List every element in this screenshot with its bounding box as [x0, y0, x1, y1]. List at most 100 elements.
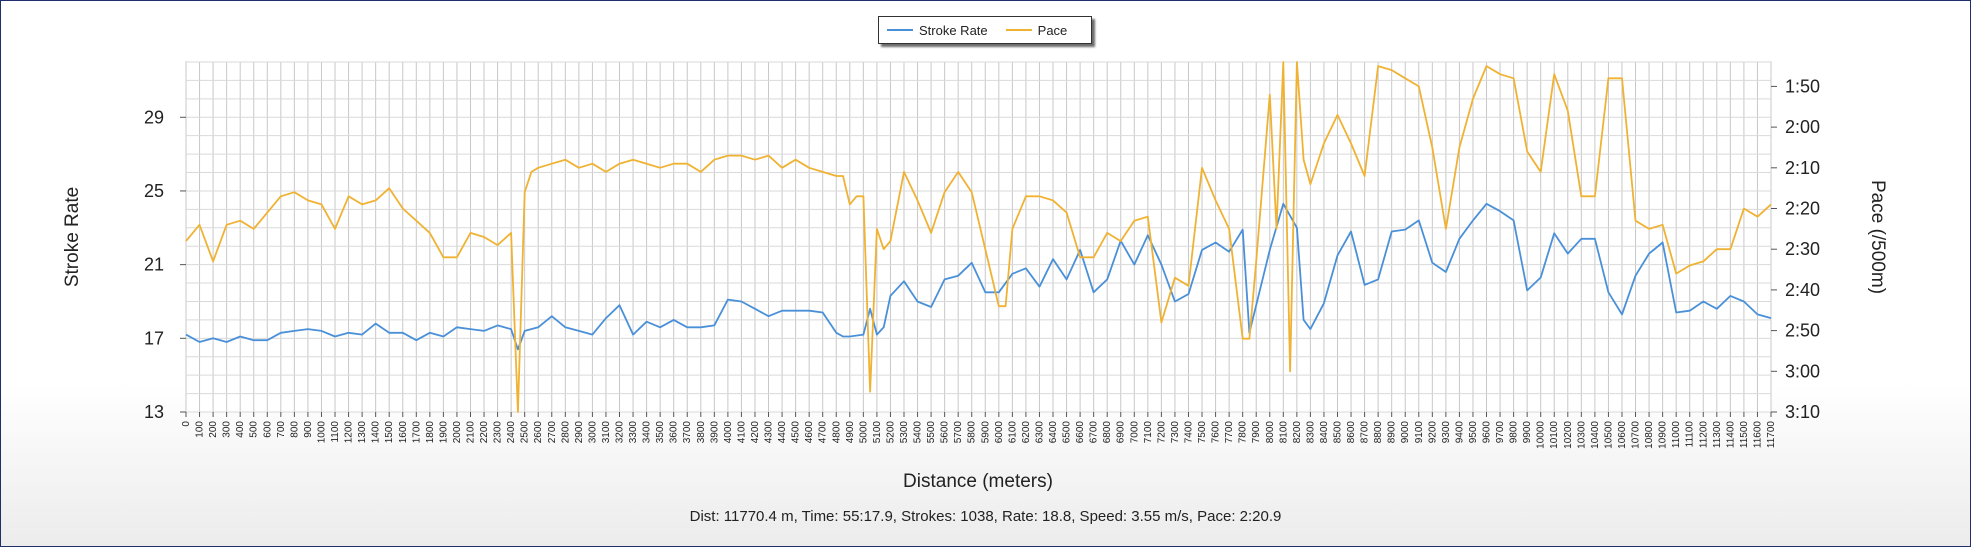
- x-tick-label: 5400: [913, 421, 924, 444]
- x-tick-label: 600: [262, 421, 273, 438]
- x-tick-label: 5900: [980, 421, 991, 444]
- x-tick-label: 3100: [601, 421, 612, 444]
- x-tick-label: 11200: [1698, 421, 1709, 449]
- x-tick-label: 11500: [1739, 421, 1750, 449]
- y2-tick-label: 2:20: [1785, 199, 1820, 219]
- x-tick-label: 8700: [1360, 421, 1371, 444]
- y-tick-label: 21: [144, 255, 164, 275]
- x-tick-label: 3000: [587, 421, 598, 444]
- x-tick-label: 7700: [1224, 421, 1235, 444]
- x-tick-label: 3500: [655, 421, 666, 444]
- x-tick-label: 9200: [1427, 421, 1438, 444]
- y-tick-label: 17: [144, 328, 164, 348]
- x-tick-label: 5500: [926, 421, 937, 444]
- y-tick-label: 13: [144, 402, 164, 422]
- x-tick-label: 11100: [1685, 421, 1696, 448]
- x-tick-label: 11700: [1766, 421, 1777, 449]
- y2-tick-label: 2:10: [1785, 158, 1820, 178]
- x-tick-label: 1500: [384, 421, 395, 444]
- x-tick-label: 1400: [371, 421, 382, 444]
- x-tick-label: 8000: [1265, 421, 1276, 444]
- x-tick-label: 2500: [520, 421, 531, 444]
- x-tick-label: 10300: [1576, 421, 1587, 449]
- x-tick-label: 7000: [1129, 421, 1140, 444]
- x-tick-label: 9400: [1454, 421, 1465, 444]
- x-tick-label: 3700: [682, 421, 693, 444]
- x-tick-label: 6400: [1048, 421, 1059, 444]
- x-tick-label: 8500: [1332, 421, 1343, 444]
- x-tick-label: 4000: [723, 421, 734, 444]
- x-tick-label: 8400: [1319, 421, 1330, 444]
- x-tick-label: 11400: [1725, 421, 1736, 449]
- x-tick-label: 1900: [438, 421, 449, 444]
- x-tick-label: 6000: [994, 421, 1005, 444]
- x-tick-label: 9600: [1482, 421, 1493, 444]
- x-tick-label: 4200: [750, 421, 761, 444]
- x-tick-label: 6700: [1089, 421, 1100, 444]
- x-tick-label: 2400: [506, 421, 517, 444]
- x-tick-label: 4300: [764, 421, 775, 444]
- x-tick-label: 11600: [1752, 421, 1763, 449]
- y2-tick-label: 2:30: [1785, 239, 1820, 259]
- x-tick-label: 800: [289, 421, 300, 438]
- x-tick-label: 3600: [669, 421, 680, 444]
- x-tick-label: 4100: [736, 421, 747, 444]
- x-tick-label: 5100: [872, 421, 883, 444]
- x-tick-label: 3200: [615, 421, 626, 444]
- x-tick-label: 1700: [411, 421, 422, 444]
- plot-area: [185, 61, 1772, 413]
- x-tick-label: 2300: [493, 421, 504, 444]
- x-tick-label: 0: [181, 421, 192, 427]
- x-tick-label: 4800: [831, 421, 842, 444]
- x-tick-label: 500: [249, 421, 260, 438]
- axis-ticks: 0 100 200 300 400 500 600 700 800 900 1000 1100 1200…: [144, 76, 1820, 448]
- x-axis-title: Distance (meters): [903, 471, 1053, 492]
- x-tick-label: 8600: [1346, 421, 1357, 444]
- y2-tick-label: 3:00: [1785, 361, 1820, 381]
- y2-tick-label: 2:40: [1785, 280, 1820, 300]
- x-tick-label: 2100: [465, 421, 476, 444]
- x-tick-label: 8200: [1292, 421, 1303, 444]
- x-tick-label: 5600: [940, 421, 951, 444]
- x-tick-label: 4900: [845, 421, 856, 444]
- x-tick-label: 9000: [1400, 421, 1411, 444]
- y2-tick-label: 3:10: [1785, 402, 1820, 422]
- y2-tick-label: 2:00: [1785, 117, 1820, 137]
- series-lines: [185, 61, 1772, 413]
- x-tick-label: 300: [222, 421, 233, 438]
- x-tick-label: 6300: [1034, 421, 1045, 444]
- stroke-rate-line: [185, 202, 1772, 351]
- x-tick-label: 8800: [1373, 421, 1384, 444]
- x-tick-label: 5200: [885, 421, 896, 444]
- x-tick-label: 10900: [1658, 421, 1669, 449]
- x-tick-label: 6500: [1062, 421, 1073, 444]
- x-tick-label: 1000: [316, 421, 327, 444]
- x-tick-label: 6800: [1102, 421, 1113, 444]
- x-tick-label: 8100: [1278, 421, 1289, 444]
- x-tick-label: 100: [195, 421, 206, 438]
- x-tick-label: 7300: [1170, 421, 1181, 444]
- x-tick-label: 10100: [1549, 421, 1560, 449]
- x-tick-label: 5300: [899, 421, 910, 444]
- x-tick-label: 1100: [330, 421, 341, 443]
- legend-item-stroke-rate: Stroke Rate: [887, 23, 988, 38]
- y2-axis-title: Pace (/500m): [1867, 180, 1888, 294]
- x-tick-label: 7500: [1197, 421, 1208, 444]
- pace-line: [185, 61, 1772, 413]
- x-tick-label: 9500: [1468, 421, 1479, 444]
- x-tick-label: 200: [208, 421, 219, 438]
- x-tick-label: 7800: [1238, 421, 1249, 444]
- x-tick-label: 10700: [1631, 421, 1642, 449]
- legend-swatch-stroke-rate: [887, 29, 913, 31]
- x-tick-label: 2000: [452, 421, 463, 444]
- x-tick-label: 1600: [398, 421, 409, 444]
- x-tick-label: 6600: [1075, 421, 1086, 444]
- x-tick-label: 9100: [1414, 421, 1425, 444]
- x-tick-label: 3900: [709, 421, 720, 444]
- x-tick-label: 7100: [1143, 421, 1154, 444]
- y-axis-title: Stroke Rate: [62, 187, 83, 287]
- x-tick-label: 10500: [1603, 421, 1614, 449]
- x-tick-label: 9800: [1509, 421, 1520, 444]
- x-tick-label: 900: [303, 421, 314, 438]
